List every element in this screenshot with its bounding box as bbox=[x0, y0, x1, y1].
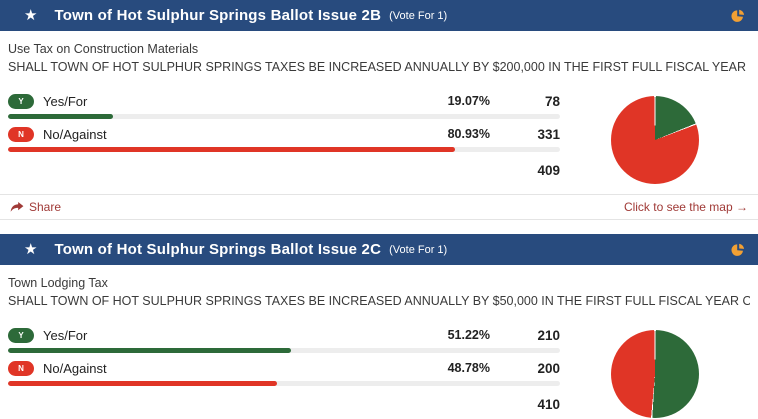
pie-chart-area bbox=[560, 92, 750, 184]
contest-description: SHALL TOWN OF HOT SULPHUR SPRINGS TAXES … bbox=[8, 60, 750, 74]
option-votes: 200 bbox=[537, 360, 560, 376]
option-row-yes: Y Yes/For 19.07% 78 bbox=[8, 92, 560, 110]
progress-fill-yes bbox=[8, 114, 114, 119]
results-pie-chart bbox=[611, 330, 699, 418]
total-votes: 409 bbox=[537, 163, 560, 178]
option-row-no: N No/Against 80.93% 331 bbox=[8, 125, 560, 143]
option-percent: 19.07% bbox=[447, 94, 490, 108]
option-percent: 51.22% bbox=[447, 328, 490, 342]
progress-track bbox=[8, 381, 560, 386]
share-label: Share bbox=[29, 200, 62, 214]
card-body: Use Tax on Construction Materials SHALL … bbox=[0, 31, 758, 194]
option-percent: 48.78% bbox=[447, 361, 490, 375]
card-footer: Share Click to see the map → bbox=[0, 194, 758, 220]
vote-for-note: (Vote For 1) bbox=[389, 243, 448, 256]
option-percent: 80.93% bbox=[447, 127, 490, 141]
progress-track bbox=[8, 348, 560, 353]
option-votes: 210 bbox=[537, 327, 560, 343]
pie-chart-area bbox=[560, 326, 750, 418]
star-icon: ★ bbox=[24, 241, 38, 258]
ballot-card-2c: ★ Town of Hot Sulphur Springs Ballot Iss… bbox=[0, 234, 758, 419]
option-label: No/Against bbox=[43, 126, 107, 142]
pie-chart-icon[interactable] bbox=[730, 242, 746, 258]
total-row: 410 bbox=[8, 392, 560, 416]
no-badge: N bbox=[8, 360, 34, 376]
star-icon: ★ bbox=[24, 7, 38, 24]
card-body: Town Lodging Tax SHALL TOWN OF HOT SULPH… bbox=[0, 265, 758, 419]
card-header: ★ Town of Hot Sulphur Springs Ballot Iss… bbox=[0, 0, 758, 31]
share-button[interactable]: Share bbox=[10, 200, 61, 214]
result-rows: Y Yes/For 19.07% 78 N No/Against 80.93% … bbox=[8, 92, 560, 184]
contest-subtitle: Use Tax on Construction Materials bbox=[8, 42, 199, 56]
contest-title: Town of Hot Sulphur Springs Ballot Issue… bbox=[54, 7, 382, 24]
progress-track bbox=[8, 147, 560, 152]
progress-track bbox=[8, 114, 560, 119]
results-area: Y Yes/For 51.22% 210 N No/Against 48.78%… bbox=[8, 326, 750, 419]
contest-description: SHALL TOWN OF HOT SULPHUR SPRINGS TAXES … bbox=[8, 294, 750, 308]
pie-chart-icon[interactable] bbox=[730, 8, 746, 24]
yes-badge: Y bbox=[8, 327, 34, 343]
card-header: ★ Town of Hot Sulphur Springs Ballot Iss… bbox=[0, 234, 758, 265]
progress-fill-yes bbox=[8, 348, 291, 353]
progress-fill-no bbox=[8, 381, 278, 386]
card-gap bbox=[0, 220, 758, 234]
progress-fill-no bbox=[8, 147, 455, 152]
contest-subtitle: Town Lodging Tax bbox=[8, 276, 108, 290]
contest-title: Town of Hot Sulphur Springs Ballot Issue… bbox=[54, 241, 382, 258]
option-row-no: N No/Against 48.78% 200 bbox=[8, 359, 560, 377]
share-arrow-icon bbox=[10, 202, 24, 212]
option-votes: 331 bbox=[537, 126, 560, 142]
option-row-yes: Y Yes/For 51.22% 210 bbox=[8, 326, 560, 344]
total-row: 409 bbox=[8, 158, 560, 182]
ballot-card-2b: ★ Town of Hot Sulphur Springs Ballot Iss… bbox=[0, 0, 758, 220]
no-badge: N bbox=[8, 126, 34, 142]
total-votes: 410 bbox=[537, 397, 560, 412]
option-label: Yes/For bbox=[43, 93, 88, 109]
see-map-link[interactable]: Click to see the map → bbox=[623, 200, 748, 214]
vote-for-note: (Vote For 1) bbox=[389, 9, 448, 22]
option-label: Yes/For bbox=[43, 327, 88, 343]
yes-badge: Y bbox=[8, 93, 34, 109]
result-rows: Y Yes/For 51.22% 210 N No/Against 48.78%… bbox=[8, 326, 560, 418]
results-pie-chart bbox=[611, 96, 699, 184]
option-label: No/Against bbox=[43, 360, 107, 376]
option-votes: 78 bbox=[544, 93, 560, 109]
results-area: Y Yes/For 19.07% 78 N No/Against 80.93% … bbox=[8, 92, 750, 194]
